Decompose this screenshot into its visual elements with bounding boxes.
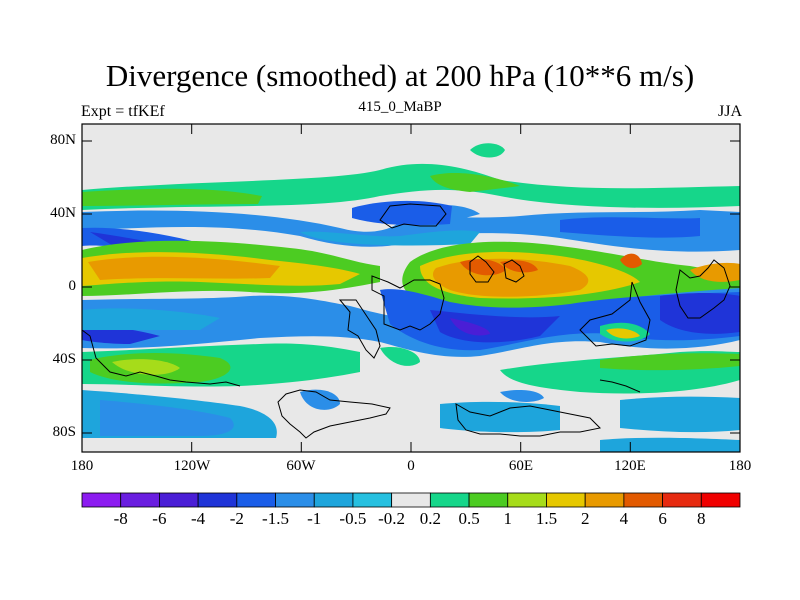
colorbar-swatch [236, 492, 276, 508]
run-label: 415_0_MaBP [358, 99, 442, 115]
colorbar-label: -0.5 [339, 509, 367, 528]
colorbar-swatch [352, 492, 393, 508]
x-tick-0: 0 [407, 458, 415, 474]
colorbar-label: -6 [152, 509, 167, 528]
colorbar-swatch [313, 492, 354, 508]
y-tick-80s: 80S [52, 424, 76, 440]
colorbar-swatch [159, 492, 199, 508]
colorbar-swatch [197, 492, 238, 508]
colorbar-label: 6 [658, 509, 667, 528]
axis-ticks [81, 124, 741, 452]
y-tick-80n: 80N [50, 132, 76, 148]
colorbar [81, 492, 741, 508]
colorbar-swatch [429, 492, 470, 508]
x-tick-60e: 60E [508, 458, 534, 474]
plot-title: Divergence (smoothed) at 200 hPa (10**6 … [105, 58, 695, 93]
x-tick-120w: 120W [173, 458, 211, 474]
colorbar-label: 8 [697, 509, 706, 528]
y-tick-40s: 40S [52, 351, 76, 367]
colorbar-label: 0.5 [458, 509, 480, 528]
colorbar-swatch [120, 492, 160, 508]
x-tick-60w: 60W [286, 458, 316, 474]
colorbar-swatch [662, 492, 702, 508]
colorbar-swatch [507, 492, 547, 508]
x-tick-120e: 120E [614, 458, 646, 474]
colorbar-label: 4 [619, 509, 629, 528]
map-field [82, 124, 740, 452]
colorbar-label: -1.5 [262, 509, 289, 528]
colorbar-label: -0.2 [378, 509, 406, 528]
experiment-label: Expt = tfKEf [81, 103, 165, 120]
colorbar-label: 2 [580, 509, 590, 528]
colorbar-swatch [584, 492, 625, 508]
colorbar-label: -8 [113, 509, 128, 528]
colorbar-label: -4 [191, 509, 206, 528]
colorbar-swatch [275, 492, 315, 508]
x-tick-180w: 180 [70, 458, 94, 474]
colorbar-label: 1.5 [535, 509, 558, 528]
x-tick-180e: 180 [728, 458, 752, 474]
y-tick-0: 0 [68, 278, 77, 294]
colorbar-label: 0.2 [419, 509, 442, 528]
colorbar-swatch [81, 492, 122, 508]
colorbar-swatch [468, 492, 509, 508]
colorbar-swatch [546, 492, 586, 508]
colorbar-label: -2 [229, 509, 244, 528]
colorbar-swatch [700, 492, 741, 508]
colorbar-label: 1 [503, 509, 513, 528]
colorbar-swatch [391, 492, 431, 508]
colorbar-label: -1 [307, 509, 322, 528]
y-tick-40n: 40N [50, 205, 76, 221]
colorbar-swatch [623, 492, 663, 508]
season-label: JJA [717, 103, 742, 120]
